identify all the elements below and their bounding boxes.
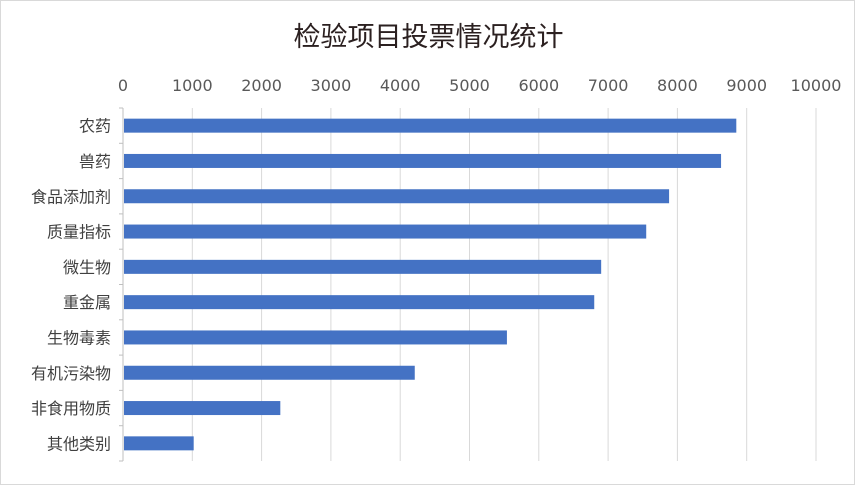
x-tick-label-3: 3000: [311, 76, 352, 95]
x-tick-label-5: 5000: [449, 76, 490, 95]
x-tick-label-4: 4000: [380, 76, 421, 95]
x-tick-label-8: 8000: [657, 76, 698, 95]
bar-2: [124, 189, 670, 204]
bar-4: [124, 259, 602, 274]
x-tick-label-7: 7000: [588, 76, 629, 95]
x-tick-label-9: 9000: [726, 76, 767, 95]
x-tick-label-10: 10000: [791, 76, 842, 95]
category-label-2: 食品添加剂: [31, 187, 111, 206]
category-label-8: 非食用物质: [31, 399, 111, 418]
x-tick-label-0: 0: [118, 76, 128, 95]
category-label-0: 农药: [79, 117, 111, 136]
category-label-3: 质量指标: [47, 223, 111, 242]
bar-6: [124, 330, 507, 345]
bar-5: [124, 295, 595, 310]
category-label-5: 重金属: [63, 293, 111, 312]
bar-1: [124, 153, 722, 168]
category-label-7: 有机污染物: [31, 364, 111, 383]
category-label-4: 微生物: [63, 258, 111, 277]
bar-3: [124, 224, 647, 239]
x-tick-label-1: 1000: [172, 76, 213, 95]
category-label-6: 生物毒素: [47, 328, 111, 347]
bar-0: [124, 118, 737, 133]
bar-8: [124, 401, 281, 416]
bar-7: [124, 365, 415, 380]
category-label-9: 其他类别: [47, 434, 111, 453]
x-tick-label-2: 2000: [241, 76, 282, 95]
category-label-1: 兽药: [79, 152, 111, 171]
bar-9: [124, 436, 194, 451]
chart-title: 检验项目投票情况统计: [293, 22, 564, 53]
x-tick-label-6: 6000: [518, 76, 559, 95]
